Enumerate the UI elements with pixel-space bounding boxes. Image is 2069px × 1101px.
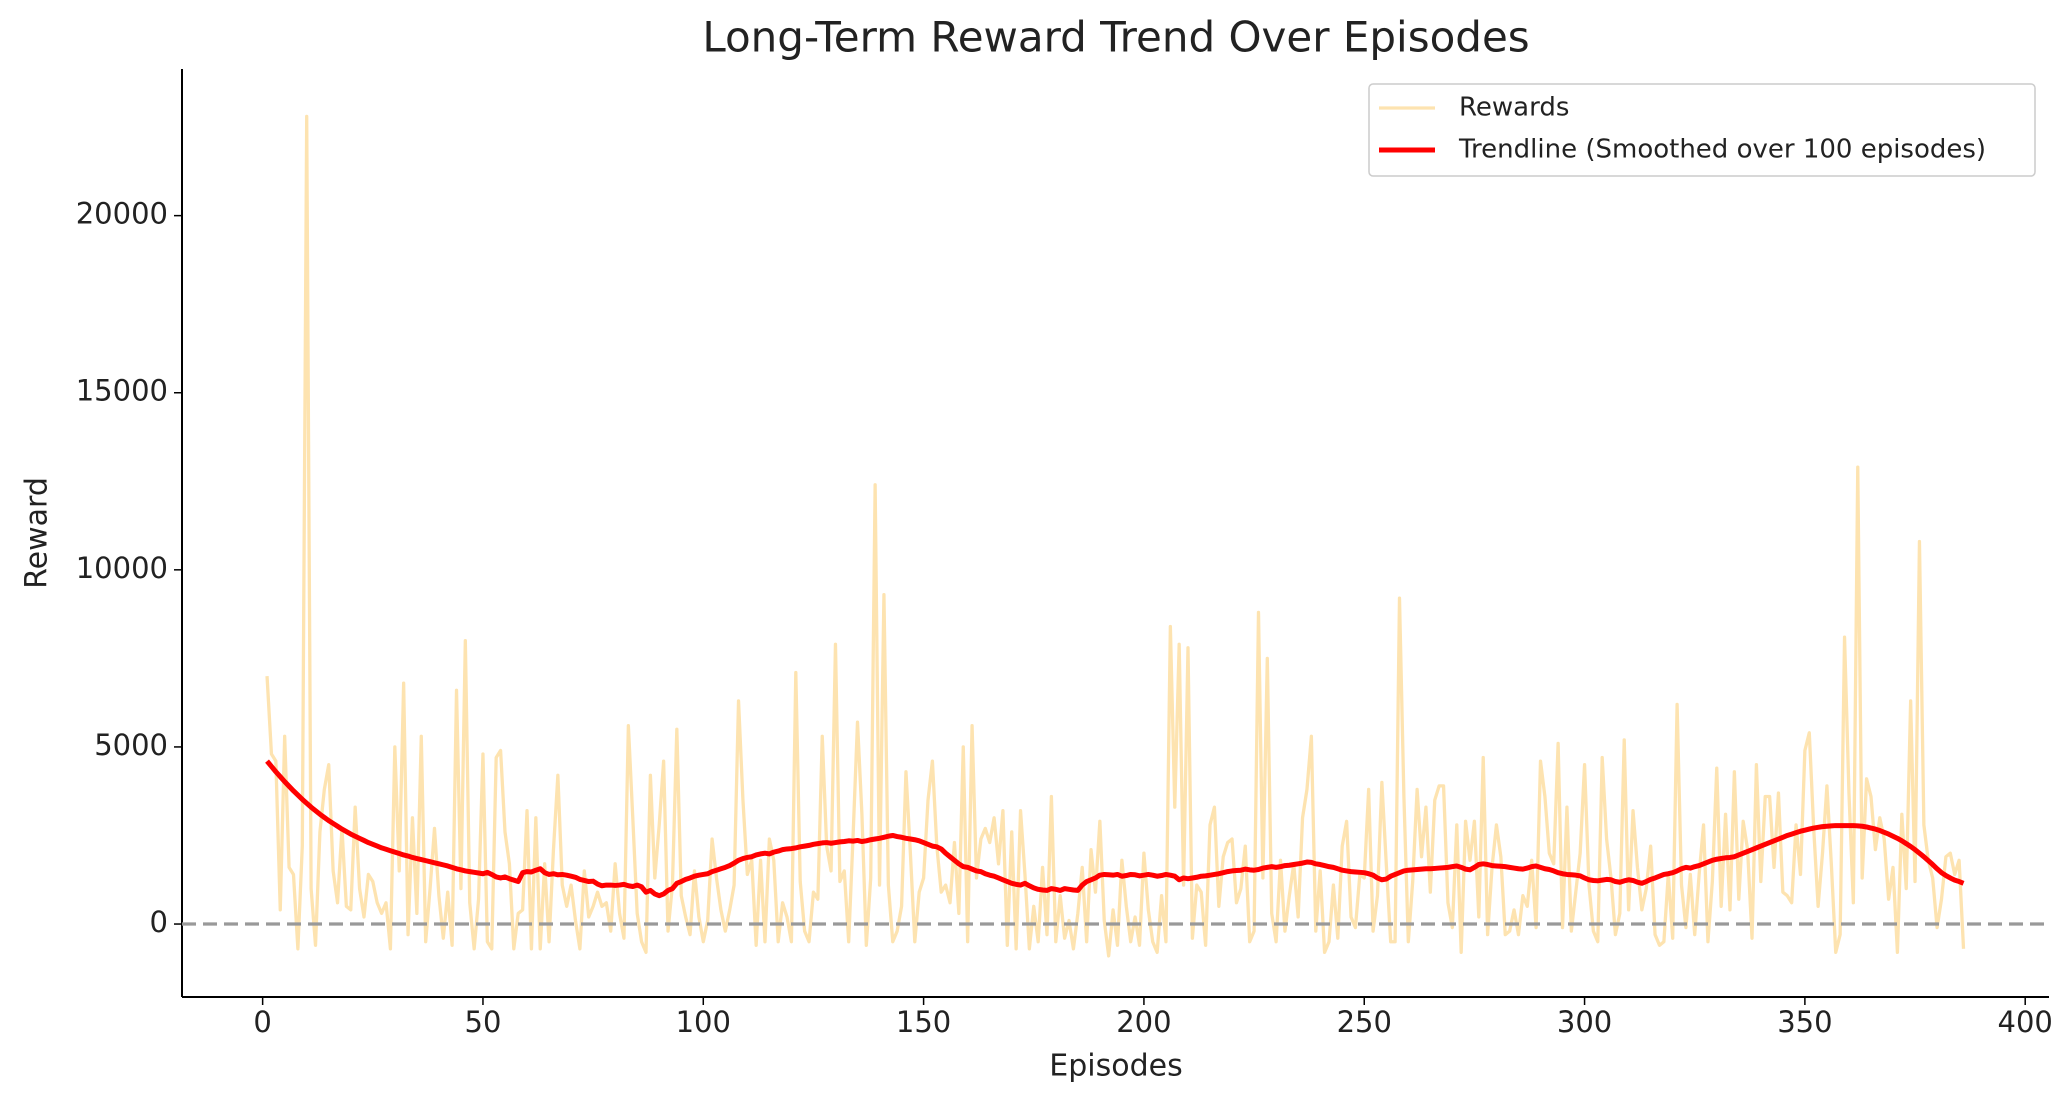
legend-box (1368, 83, 2036, 177)
y-tick-label: 15000 (76, 374, 168, 408)
x-tick-label: 200 (1116, 1005, 1171, 1039)
x-tick-label: 100 (676, 1005, 731, 1039)
legend-label: Trendline (Smoothed over 100 episodes) (1458, 135, 1986, 165)
trend-line (265, 759, 1965, 899)
y-tick-label: 10000 (76, 551, 168, 585)
x-tick-label: 50 (465, 1005, 502, 1039)
y-axis-label: Reward (20, 477, 55, 589)
reward-line (265, 114, 1966, 958)
y-tick-label: 20000 (76, 197, 168, 231)
x-tick-label: 350 (1777, 1005, 1832, 1039)
x-axis-label: Episodes (1049, 1049, 1182, 1084)
x-tick-label: 300 (1557, 1005, 1612, 1039)
legend: Rewards Trendline (Smoothed over 100 epis… (1368, 83, 2036, 177)
y-tick-label: 0 (150, 905, 168, 939)
legend-label: Rewards (1459, 93, 1569, 123)
x-tick-label: 0 (253, 1005, 271, 1039)
y-tick-label: 5000 (94, 728, 168, 762)
x-tick-label: 250 (1337, 1005, 1392, 1039)
chart-title: Long-Term Reward Trend Over Episodes (702, 13, 1529, 62)
x-tick-label: 150 (896, 1005, 951, 1039)
x-tick-label: 400 (1998, 1005, 2053, 1039)
